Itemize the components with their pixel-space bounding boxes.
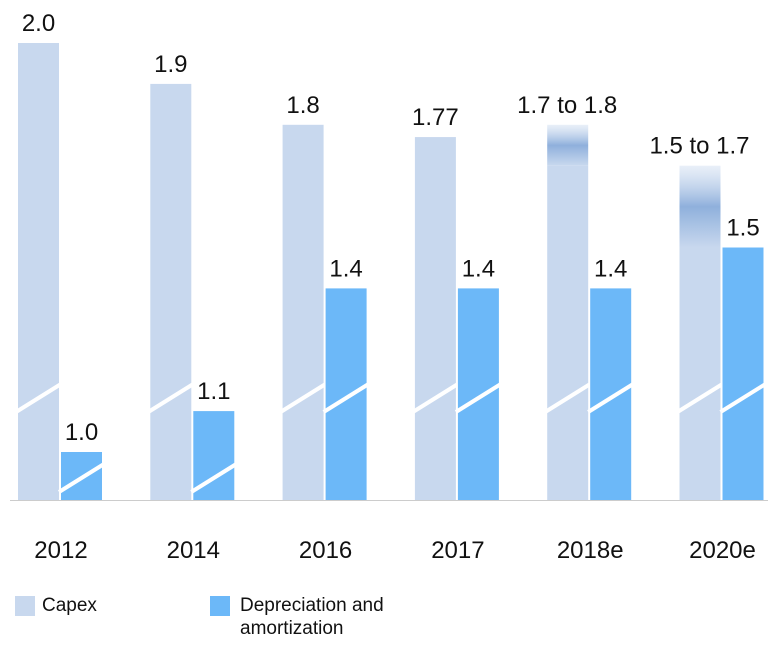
legend-swatch: [210, 596, 230, 616]
legend-label: Depreciation and amortization: [240, 595, 384, 639]
x-tick-label: 2012: [34, 537, 87, 564]
axis-break: [322, 382, 370, 414]
axis-break: [676, 382, 724, 414]
axis-break: [14, 382, 63, 414]
value-label: 1.1: [197, 378, 230, 405]
value-label: 1.8: [286, 92, 319, 119]
bar: [679, 247, 721, 500]
legend-label: Capex: [42, 595, 97, 616]
value-label: 1.9: [154, 51, 187, 78]
bar: [325, 288, 367, 500]
x-tick-label: 2016: [299, 537, 352, 564]
axis-break: [147, 382, 195, 414]
bar-range: [679, 165, 721, 248]
axis-break: [587, 382, 635, 414]
axis-break: [279, 382, 327, 414]
bar: [18, 43, 59, 500]
x-tick-label: 2014: [167, 537, 220, 564]
value-label: 1.4: [594, 255, 627, 282]
axis-break: [544, 382, 592, 414]
x-tick-label: 2018e: [557, 537, 624, 564]
axis-break: [719, 382, 767, 414]
legend-swatch: [15, 596, 35, 616]
axis-break: [190, 462, 238, 494]
value-label: 1.0: [65, 419, 98, 446]
value-label: 1.5: [726, 215, 759, 242]
axis-break: [411, 382, 459, 414]
x-tick-label: 2017: [431, 537, 484, 564]
bar: [457, 288, 499, 500]
value-label: 1.4: [462, 255, 495, 282]
bar: [414, 137, 456, 500]
value-label: 1.4: [329, 255, 362, 282]
bar-range: [547, 124, 589, 166]
bar: [590, 288, 632, 500]
bar: [722, 247, 764, 500]
axis-break: [454, 382, 502, 414]
value-label: 1.7 to 1.8: [517, 92, 617, 119]
x-tick-label: 2020e: [689, 537, 756, 564]
bar: [547, 165, 589, 500]
bar: [150, 83, 192, 501]
value-label: 2.0: [22, 10, 55, 37]
axis-break: [57, 462, 106, 494]
bar: [282, 124, 324, 501]
value-label: 1.77: [412, 104, 459, 131]
value-label: 1.5 to 1.7: [649, 133, 749, 160]
